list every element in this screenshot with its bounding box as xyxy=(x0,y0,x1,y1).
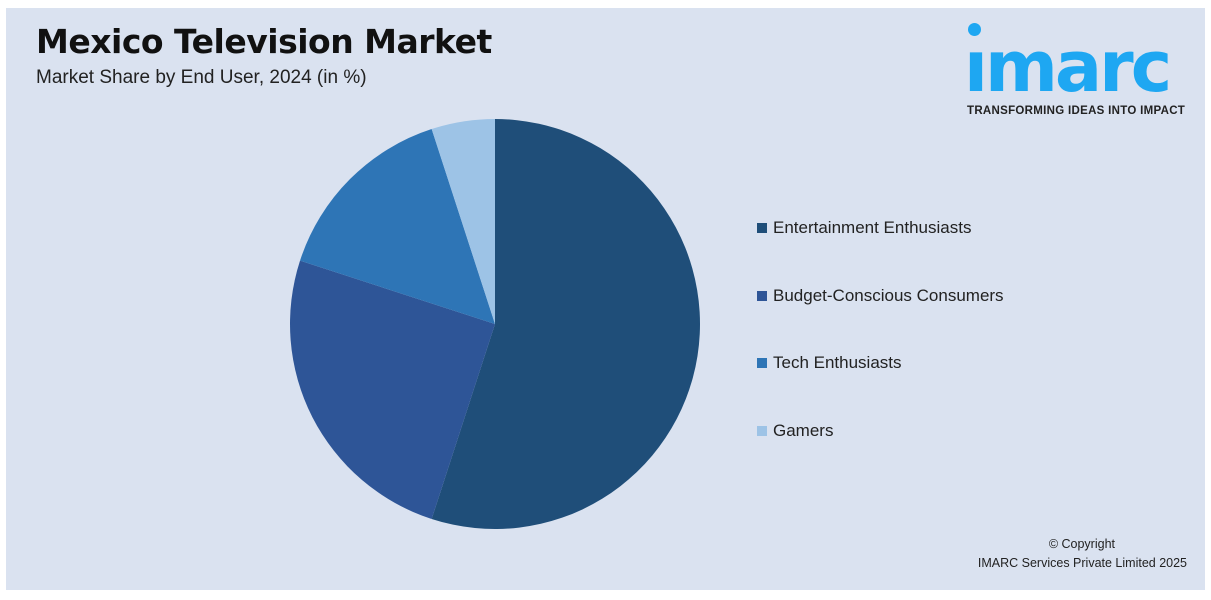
copyright-company: IMARC Services Private Limited 2025 xyxy=(977,556,1187,570)
chart-title: Mexico Television Market xyxy=(36,22,492,61)
legend-label: Tech Enthusiasts xyxy=(773,353,902,372)
legend-label: Entertainment Enthusiasts xyxy=(773,218,972,237)
pie-slice-budget-conscious-consumers xyxy=(289,260,495,519)
copyright-label: © Copyright xyxy=(1048,537,1115,551)
legend-swatch xyxy=(757,425,767,436)
pie-slice-gamers xyxy=(431,119,495,324)
legend-label: Gamers xyxy=(773,420,834,440)
pie-slice-tech-enthusiasts xyxy=(300,129,495,324)
legend-swatch xyxy=(757,290,767,301)
legend-swatch xyxy=(757,223,767,233)
legend-label: Budget-Conscious Consumers xyxy=(773,285,1004,305)
legend-swatch xyxy=(757,358,767,368)
logo-text: ımarc xyxy=(964,26,1172,108)
logo-tagline: TRANSFORMING IDEAS INTO IMPACT xyxy=(967,105,1186,117)
logo-dot xyxy=(968,23,981,36)
copyright-notice: © Copyright IMARC Services Private Limit… xyxy=(978,535,1187,573)
legend-item: Entertainment Enthusiasts xyxy=(757,218,971,238)
legend-item: Gamers xyxy=(757,421,833,441)
legend-item: Tech Enthusiasts xyxy=(757,353,902,373)
pie-slice-entertainment-enthusiasts xyxy=(431,119,700,529)
chart-subtitle: Market Share by End User, 2024 (in %) xyxy=(36,67,367,88)
legend-item: Budget-Conscious Consumers xyxy=(757,286,1004,306)
imarc-logo: ımarc TRANSFORMING IDEAS INTO IMPACT xyxy=(960,20,1200,120)
